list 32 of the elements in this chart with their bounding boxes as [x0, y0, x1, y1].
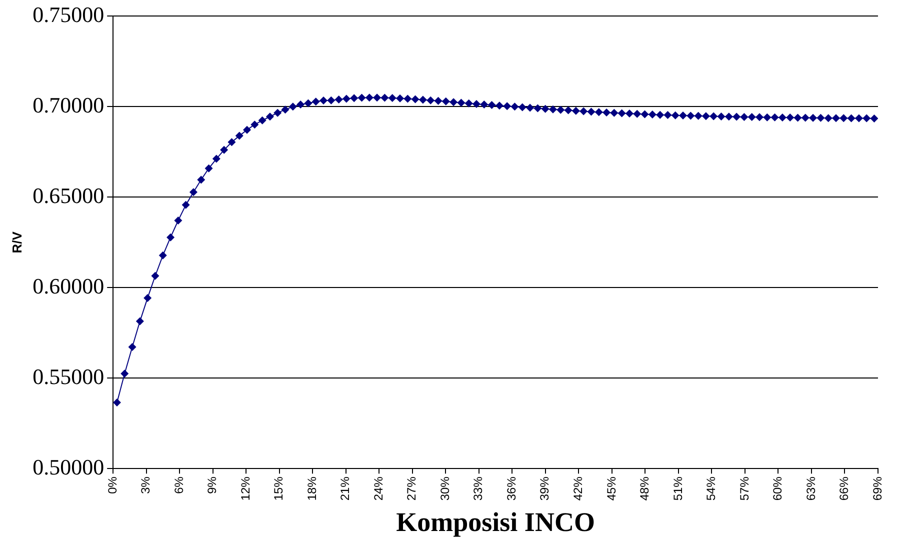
x-tick-label: 27% [404, 476, 419, 501]
x-tick-label: 3% [138, 476, 153, 494]
x-tick-label: 39% [538, 476, 552, 501]
x-tick-label: 6% [172, 476, 186, 494]
x-tick-label: 18% [304, 476, 319, 501]
x-tick-label: 30% [438, 476, 452, 501]
x-tick-label: 45% [604, 476, 618, 501]
x-tick-label: 12% [238, 476, 252, 501]
x-tick-label: 21% [338, 476, 352, 501]
x-tick-label: 69% [870, 476, 884, 501]
x-tick-label: 33% [471, 476, 486, 501]
x-tick-label: 0% [105, 476, 120, 494]
x-tick-label: 60% [770, 476, 785, 501]
x-tick-label: 54% [704, 476, 718, 501]
x-tick-label: 63% [804, 476, 818, 501]
x-tick-label: 48% [638, 476, 652, 501]
y-axis-title: R/V [9, 231, 24, 254]
x-tick-label: 36% [504, 476, 518, 501]
x-tick-label: 24% [371, 476, 386, 501]
y-tick-label: 0.55000 [32, 364, 104, 389]
x-tick-label: 51% [670, 476, 685, 501]
y-tick-label: 0.75000 [32, 2, 104, 27]
x-tick-label: 9% [205, 476, 220, 494]
x-tick-label: 57% [737, 476, 752, 501]
y-tick-label: 0.60000 [32, 273, 104, 298]
x-tick-label: 42% [571, 476, 586, 501]
x-tick-label: 15% [272, 476, 286, 501]
y-tick-label: 0.50000 [32, 454, 104, 480]
x-tick-label: 66% [837, 476, 852, 501]
y-tick-label: 0.65000 [32, 182, 104, 208]
y-tick-label: 0.70000 [32, 92, 104, 118]
x-axis-title: Komposisi INCO [396, 506, 595, 537]
